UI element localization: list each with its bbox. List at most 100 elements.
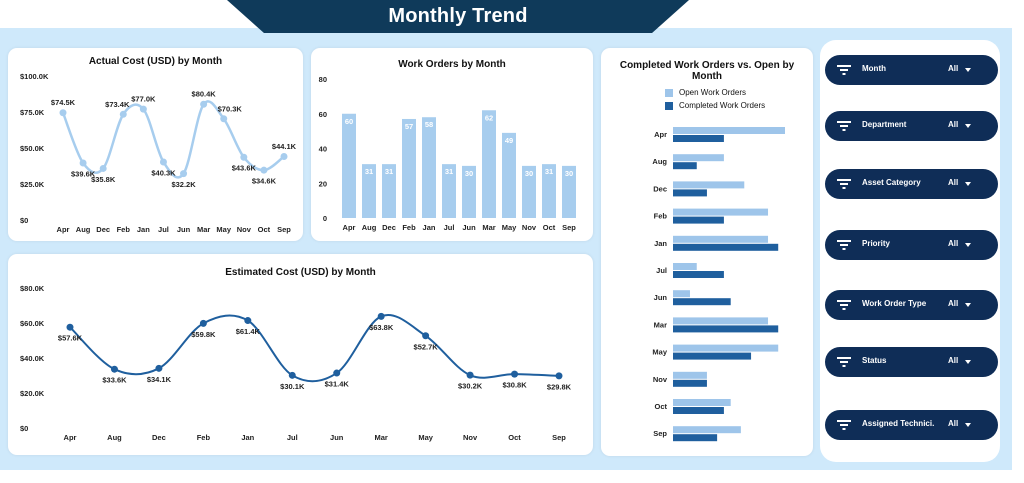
- filter-icon: [837, 300, 851, 310]
- x-tick-label: Jan: [137, 225, 150, 234]
- filter-icon: [837, 420, 851, 430]
- x-tick-label: Feb: [117, 225, 131, 234]
- bar: [462, 165, 476, 218]
- work-orders-chart-panel[interactable]: Work Orders by Month 80 60 40 20 0 60 Apr 31 Aug…: [311, 48, 593, 241]
- x-tick-label: Oct: [258, 225, 271, 234]
- y-tick-label: Jun: [654, 293, 668, 302]
- slicer-label: Department: [862, 120, 907, 129]
- bar: [362, 164, 376, 218]
- x-tick-label: Sep: [277, 225, 291, 234]
- slicer-status[interactable]: Status All: [825, 347, 998, 377]
- y-tick-label: Mar: [654, 320, 667, 329]
- slicer-label: Assigned Technici...: [862, 419, 934, 428]
- x-tick-label: Jul: [158, 225, 169, 234]
- slicer-value: All: [948, 120, 959, 129]
- data-label: $59.8K: [191, 330, 216, 339]
- data-label: $30.2K: [458, 382, 483, 391]
- x-tick-label: Jun: [330, 433, 344, 442]
- data-point: [260, 166, 268, 174]
- y-tick-label: Dec: [653, 184, 667, 193]
- actual-cost-chart-panel[interactable]: Actual Cost (USD) by Month $100.0K $75.0K…: [8, 48, 303, 241]
- data-point: [220, 115, 228, 123]
- bar-value-label: 57: [405, 122, 413, 131]
- legend-item-completed: Completed Work Orders: [665, 99, 765, 112]
- data-label: $80.4K: [192, 90, 217, 99]
- bar-completed: [673, 216, 724, 224]
- data-point: [244, 317, 252, 325]
- chevron-down-icon[interactable]: [965, 182, 971, 186]
- bar-completed: [673, 243, 779, 251]
- chevron-down-icon[interactable]: [965, 243, 971, 247]
- slicer-label: Status: [862, 356, 887, 365]
- actual-cost-line-chart: $100.0K $75.0K $50.0K $25.0K $0 $74.5K Apr $39.…: [20, 72, 297, 234]
- y-tick-label: $20.0K: [20, 389, 45, 398]
- bar: [522, 165, 536, 218]
- bar-open: [673, 181, 745, 189]
- bar: [342, 113, 356, 218]
- bar-open: [673, 426, 741, 434]
- bar-value-label: 60: [345, 117, 353, 126]
- data-point: [240, 153, 248, 161]
- chart-title: Estimated Cost (USD) by Month: [225, 267, 376, 278]
- slicer-work-order-type[interactable]: Work Order Type All: [825, 290, 998, 320]
- bar-open: [673, 344, 779, 352]
- data-label: $35.8K: [91, 175, 116, 184]
- chevron-down-icon[interactable]: [965, 303, 971, 307]
- x-tick-label: Mar: [197, 225, 210, 234]
- filter-icon: [837, 357, 851, 367]
- slicer-asset-category[interactable]: Asset Category All: [825, 169, 998, 199]
- bar: [422, 117, 436, 218]
- x-tick-label: Apr: [64, 433, 77, 442]
- data-label: $29.8K: [547, 382, 572, 391]
- filter-icon: [837, 121, 851, 131]
- data-label: $63.8K: [369, 323, 394, 332]
- data-point: [288, 371, 296, 379]
- completed-vs-open-bar-chart: Apr Aug Dec Feb Jan Jul Jun Mar May Nov Oct Sep: [652, 127, 785, 442]
- bar-value-label: 62: [485, 113, 493, 122]
- chevron-down-icon[interactable]: [965, 360, 971, 364]
- x-tick-label: Jan: [423, 223, 436, 232]
- chevron-down-icon[interactable]: [965, 124, 971, 128]
- bar-completed: [673, 162, 697, 170]
- slicer-value: All: [948, 178, 959, 187]
- slicer-priority[interactable]: Priority All: [825, 230, 998, 260]
- y-tick-label: $0: [20, 216, 28, 225]
- bar-open: [673, 127, 785, 134]
- x-tick-label: May: [502, 223, 517, 232]
- data-label: $30.8K: [502, 381, 527, 390]
- bar-open: [673, 235, 769, 243]
- y-tick-label: Oct: [654, 402, 667, 411]
- bar-open: [673, 317, 769, 325]
- estimated-cost-chart-panel[interactable]: Estimated Cost (USD) by Month $80.0K $60.…: [8, 254, 593, 455]
- bar-completed: [673, 298, 731, 306]
- data-label: $77.0K: [131, 95, 156, 104]
- y-tick-label: 20: [319, 179, 327, 188]
- x-tick-label: Feb: [197, 433, 211, 442]
- slicer-department[interactable]: Department All: [825, 111, 998, 141]
- data-label: $40.3K: [151, 168, 176, 177]
- y-tick-label: Aug: [652, 157, 667, 166]
- data-label: $61.4K: [236, 327, 261, 336]
- data-point: [333, 369, 341, 377]
- legend-item-open: Open Work Orders: [665, 86, 765, 99]
- bar-value-label: 31: [445, 167, 453, 176]
- y-tick-label: 60: [319, 110, 327, 119]
- data-point: [99, 164, 107, 172]
- data-label: $32.2K: [171, 180, 196, 189]
- bar-completed: [673, 352, 752, 360]
- chart-title: Completed Work Orders vs. Open by Month: [601, 60, 813, 82]
- completed-vs-open-chart-panel[interactable]: Completed Work Orders vs. Open by Month …: [601, 48, 813, 456]
- slicer-value: All: [948, 239, 959, 248]
- legend-label: Open Work Orders: [679, 88, 746, 97]
- slicer-assigned-technician[interactable]: Assigned Technici... All: [825, 410, 998, 440]
- bar-value-label: 31: [365, 167, 373, 176]
- slicer-month[interactable]: Month All: [825, 55, 998, 85]
- bar-completed: [673, 325, 779, 333]
- chevron-down-icon[interactable]: [965, 68, 971, 72]
- page-title-banner: Monthly Trend: [227, 0, 689, 33]
- data-point: [59, 109, 67, 117]
- bar: [382, 164, 396, 218]
- x-tick-label: Jul: [444, 223, 455, 232]
- data-label: $39.6K: [71, 169, 96, 178]
- chevron-down-icon[interactable]: [965, 423, 971, 427]
